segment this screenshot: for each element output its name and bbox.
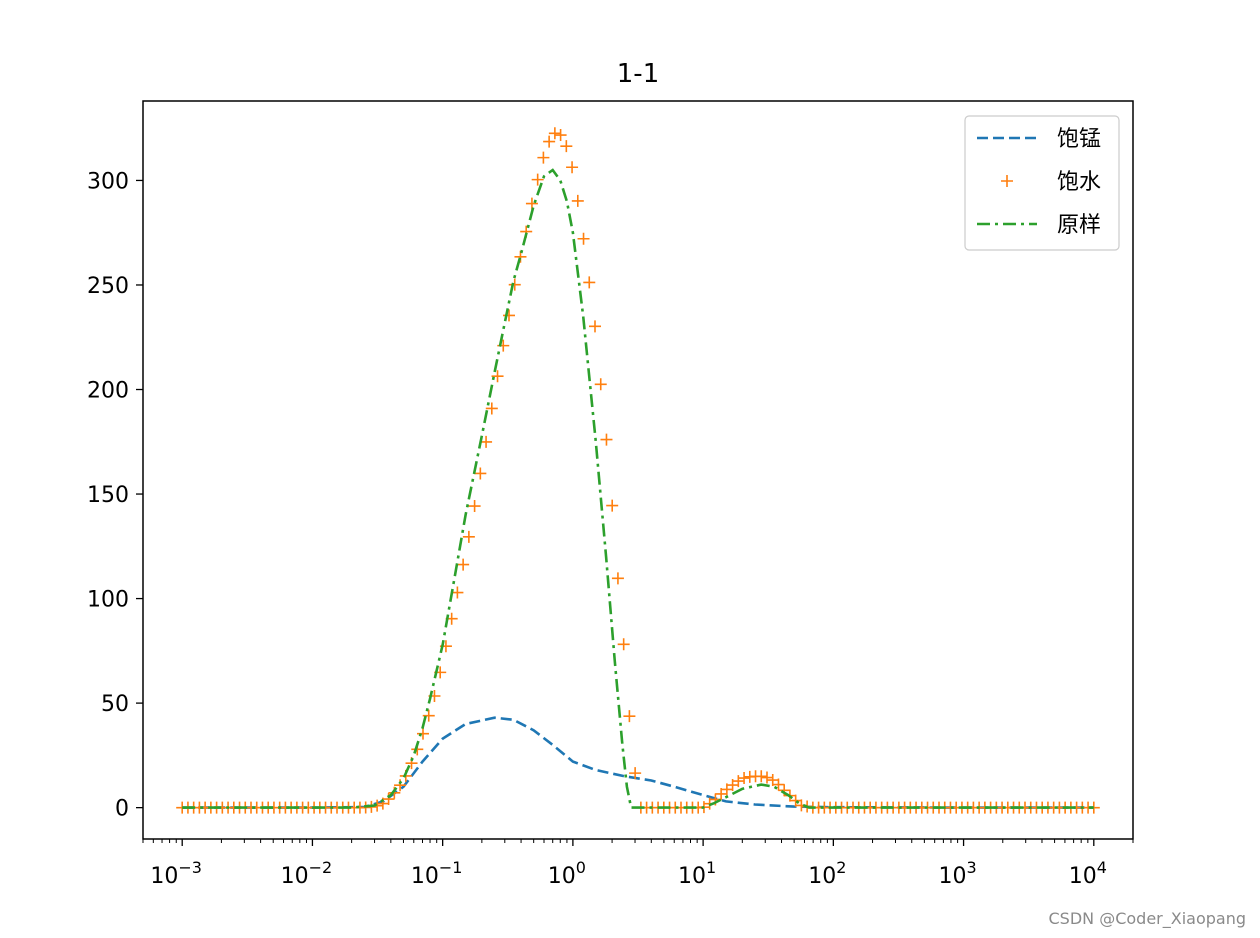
data-point <box>554 129 567 142</box>
data-point <box>422 709 435 722</box>
series-line <box>182 168 1094 809</box>
data-point <box>485 402 498 415</box>
data-point <box>589 320 601 333</box>
data-point <box>772 778 785 791</box>
data-point <box>571 194 584 207</box>
x-tick-label: 10−2 <box>281 858 333 889</box>
data-point <box>617 638 630 651</box>
watermark-text: CSDN @Coder_Xiaopang <box>1048 909 1247 928</box>
y-tick-label: 150 <box>87 483 129 508</box>
legend-label: 原样 <box>1057 213 1101 238</box>
y-tick-label: 0 <box>115 797 129 822</box>
x-tick-label: 104 <box>1069 858 1107 889</box>
data-point <box>600 433 613 446</box>
legend-item: 饱锰 <box>977 127 1101 152</box>
series-layer <box>176 127 1100 814</box>
chart-title: 1-1 <box>617 59 659 89</box>
x-tick-label: 10−3 <box>150 858 202 889</box>
data-point <box>755 770 768 783</box>
legend-swatch <box>1001 175 1013 187</box>
data-point <box>577 232 590 245</box>
data-point <box>583 276 596 289</box>
x-axis: 10−3 10−2 10−1 100 101 102 103 104 <box>142 839 1134 889</box>
x-tick-label: 100 <box>548 858 586 889</box>
data-point <box>451 586 464 599</box>
data-point <box>531 173 544 186</box>
plot-frame <box>142 100 1134 840</box>
legend-label: 饱水 <box>1057 170 1101 195</box>
y-axis: 0 50 100 150 200 250 300 <box>87 169 143 822</box>
series-line <box>182 716 1094 809</box>
legend-item: 原样 <box>977 213 1101 238</box>
data-point <box>543 135 556 148</box>
data-point <box>417 727 430 740</box>
data-point <box>606 499 619 512</box>
data-point <box>474 467 487 480</box>
data-point <box>732 775 745 788</box>
data-point <box>491 370 504 383</box>
data-point <box>760 771 773 784</box>
data-point <box>508 278 521 291</box>
data-point <box>594 378 607 391</box>
x-tick-label: 10−1 <box>411 858 463 889</box>
x-tick-label: 101 <box>678 858 716 889</box>
data-point <box>566 161 579 174</box>
data-point <box>548 127 561 140</box>
series-1 <box>176 127 1100 814</box>
series-2 <box>182 168 1094 809</box>
y-tick-label: 250 <box>87 274 129 299</box>
data-point <box>468 500 481 513</box>
legend-label: 饱锰 <box>1057 127 1101 152</box>
y-tick-label: 100 <box>87 588 129 613</box>
data-point <box>537 151 550 164</box>
series-0 <box>182 716 1094 809</box>
data-point <box>480 435 493 448</box>
y-tick-label: 50 <box>101 692 129 717</box>
data-point <box>560 140 573 153</box>
x-tick-label: 103 <box>938 858 976 889</box>
data-point <box>738 772 751 785</box>
data-point <box>778 784 791 797</box>
legend-item: 饱水 <box>1001 170 1101 195</box>
data-point <box>457 558 470 571</box>
data-point <box>462 530 475 543</box>
legend-box <box>964 115 1120 251</box>
data-point <box>611 572 624 585</box>
data-point <box>629 767 642 780</box>
data-point <box>789 794 802 807</box>
y-tick-label: 200 <box>87 379 129 404</box>
data-point <box>623 710 636 723</box>
y-tick-label: 300 <box>87 169 129 194</box>
x-tick-label: 102 <box>808 858 846 889</box>
